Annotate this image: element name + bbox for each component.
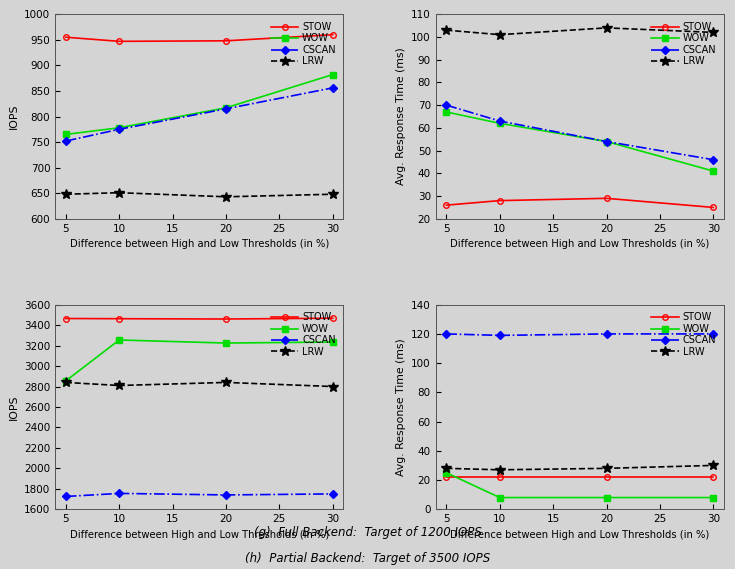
WOW	[221, 104, 230, 111]
X-axis label: Difference between High and Low Thresholds (in %): Difference between High and Low Threshol…	[70, 530, 329, 539]
Y-axis label: IOPS: IOPS	[9, 104, 18, 129]
LRW	[115, 189, 123, 196]
WOW	[495, 120, 504, 127]
STOW	[329, 315, 337, 321]
Line: CSCAN: CSCAN	[444, 102, 716, 163]
STOW	[602, 195, 611, 202]
STOW	[442, 474, 451, 481]
STOW	[221, 38, 230, 44]
CSCAN	[221, 492, 230, 498]
WOW	[602, 494, 611, 501]
STOW	[709, 204, 717, 211]
WOW	[329, 71, 337, 78]
LRW	[221, 193, 230, 200]
Line: STOW: STOW	[444, 475, 716, 480]
Line: STOW: STOW	[63, 315, 335, 322]
X-axis label: Difference between High and Low Thresholds (in %): Difference between High and Low Threshol…	[451, 530, 709, 539]
CSCAN	[329, 490, 337, 497]
CSCAN	[709, 156, 717, 163]
WOW	[115, 337, 123, 344]
LRW	[115, 382, 123, 389]
Line: STOW: STOW	[63, 32, 335, 44]
CSCAN	[495, 118, 504, 125]
STOW	[709, 474, 717, 481]
WOW	[602, 138, 611, 145]
Text: (h)  Partial Backend:  Target of 3500 IOPS: (h) Partial Backend: Target of 3500 IOPS	[245, 552, 490, 565]
Line: CSCAN: CSCAN	[444, 331, 716, 338]
Legend: STOW, WOW, CSCAN, LRW: STOW, WOW, CSCAN, LRW	[268, 19, 339, 69]
WOW	[709, 168, 717, 175]
WOW	[62, 377, 71, 384]
STOW	[442, 202, 451, 209]
CSCAN	[62, 493, 71, 500]
LRW	[329, 383, 337, 390]
Line: WOW: WOW	[444, 109, 716, 174]
LRW	[495, 467, 504, 473]
Line: LRW: LRW	[61, 378, 337, 391]
CSCAN	[442, 102, 451, 109]
Legend: STOW, WOW, CSCAN, LRW: STOW, WOW, CSCAN, LRW	[648, 19, 719, 69]
Y-axis label: IOPS: IOPS	[9, 394, 18, 420]
STOW	[62, 315, 71, 322]
STOW	[62, 34, 71, 40]
Line: CSCAN: CSCAN	[63, 85, 335, 144]
Y-axis label: Avg. Response Time (ms): Avg. Response Time (ms)	[395, 48, 406, 185]
CSCAN	[221, 105, 230, 112]
CSCAN	[329, 84, 337, 91]
Line: WOW: WOW	[63, 337, 335, 384]
WOW	[329, 339, 337, 345]
Line: LRW: LRW	[442, 460, 718, 475]
CSCAN	[602, 331, 611, 337]
WOW	[221, 340, 230, 347]
Line: WOW: WOW	[63, 72, 335, 137]
LRW	[709, 29, 717, 36]
STOW	[495, 197, 504, 204]
Line: WOW: WOW	[444, 470, 716, 500]
WOW	[442, 469, 451, 476]
STOW	[115, 38, 123, 45]
Text: (g)  Full Backend:  Target of 1200 IOPS: (g) Full Backend: Target of 1200 IOPS	[254, 526, 481, 539]
WOW	[442, 109, 451, 116]
Line: STOW: STOW	[444, 196, 716, 210]
STOW	[221, 316, 230, 323]
STOW	[115, 315, 123, 322]
Line: LRW: LRW	[61, 188, 337, 201]
LRW	[442, 465, 451, 472]
LRW	[329, 191, 337, 197]
X-axis label: Difference between High and Low Thresholds (in %): Difference between High and Low Threshol…	[70, 239, 329, 249]
WOW	[115, 125, 123, 131]
LRW	[602, 24, 611, 31]
LRW	[442, 27, 451, 34]
CSCAN	[115, 490, 123, 497]
Legend: STOW, WOW, CSCAN, LRW: STOW, WOW, CSCAN, LRW	[648, 310, 719, 360]
LRW	[62, 379, 71, 386]
CSCAN	[62, 138, 71, 145]
LRW	[495, 31, 504, 38]
Y-axis label: Avg. Response Time (ms): Avg. Response Time (ms)	[395, 338, 406, 476]
Legend: STOW, WOW, CSCAN, LRW: STOW, WOW, CSCAN, LRW	[268, 310, 339, 360]
Line: CSCAN: CSCAN	[63, 490, 335, 499]
CSCAN	[709, 331, 717, 337]
WOW	[709, 494, 717, 501]
CSCAN	[602, 138, 611, 145]
STOW	[329, 31, 337, 38]
LRW	[221, 379, 230, 386]
WOW	[495, 494, 504, 501]
CSCAN	[115, 126, 123, 133]
LRW	[602, 465, 611, 472]
CSCAN	[442, 331, 451, 337]
STOW	[495, 474, 504, 481]
CSCAN	[495, 332, 504, 339]
LRW	[62, 191, 71, 197]
STOW	[602, 474, 611, 481]
LRW	[709, 462, 717, 469]
Line: LRW: LRW	[442, 23, 718, 39]
WOW	[62, 131, 71, 138]
X-axis label: Difference between High and Low Thresholds (in %): Difference between High and Low Threshol…	[451, 239, 709, 249]
